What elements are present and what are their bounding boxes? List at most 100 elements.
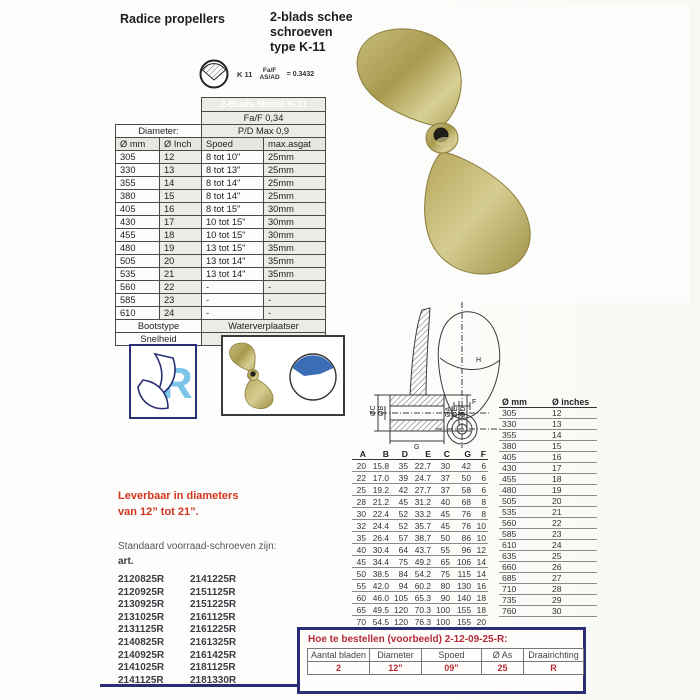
table-row: 430 17 xyxy=(499,462,597,474)
table-cell: 30mm xyxy=(262,215,327,229)
table-cell: 12 xyxy=(549,407,597,419)
table-cell: 45 xyxy=(433,507,452,520)
model-header: 2-Blads Model K-11 xyxy=(200,97,327,112)
product-title: 2-blads scheeps- schroeven type K-11 xyxy=(270,10,371,55)
table-row: 305 12 xyxy=(499,407,597,419)
dim-col-g: G xyxy=(452,449,473,460)
table-row: 330 13 8 tot 13" 25mm xyxy=(115,163,327,177)
diameter-row: Diameter: P/D Max 0,9 xyxy=(115,124,327,138)
table-cell: 25mm xyxy=(262,189,327,203)
table-row: 35 26.4 57 38.7 50 86 10 xyxy=(352,531,488,544)
table-cell: 76 xyxy=(452,519,473,532)
propeller-blade-upper xyxy=(356,28,462,128)
table-cell: 37 xyxy=(433,471,452,484)
table-cell: 685 xyxy=(499,572,549,584)
order-value-row: 2 12” 09” 25 R xyxy=(307,661,584,675)
table-cell: 105 xyxy=(391,591,410,604)
table-cell: 120 xyxy=(391,615,410,628)
art-number: 2161225R xyxy=(190,624,237,636)
table-row: 330 13 xyxy=(499,418,597,430)
table-cell: 40 xyxy=(433,495,452,508)
propeller-blade-lower xyxy=(424,151,531,275)
table-cell: 76 xyxy=(452,507,473,520)
table-row: 28 21.2 45 31.2 40 68 8 xyxy=(352,495,488,508)
table-row: 480 19 13 tot 15" 35mm xyxy=(115,241,327,255)
art-number: 2181330R xyxy=(190,674,237,686)
table-cell: 22 xyxy=(549,517,597,529)
blade-area-diagram xyxy=(288,352,337,401)
table-cell: - xyxy=(201,280,264,294)
table-cell: 30mm xyxy=(262,202,327,216)
table-row: 305 12 8 tot 10" 25mm xyxy=(115,150,327,164)
table-cell: 35mm xyxy=(262,241,327,255)
art-number: 2130925R xyxy=(118,599,165,611)
table-row: 25 19.2 42 27.7 37 58 6 xyxy=(352,483,488,496)
table-cell: 19.2 xyxy=(368,483,391,496)
table-cell: 505 xyxy=(499,495,549,507)
table-cell: - xyxy=(201,306,264,320)
table-row: 480 19 xyxy=(499,484,597,496)
table-cell: 18 xyxy=(473,603,488,616)
table-row: 760 30 xyxy=(499,605,597,617)
table-row: 50 38.5 84 54.2 75 115 14 xyxy=(352,567,488,580)
table-row: 40 30.4 64 43.7 55 96 12 xyxy=(352,543,488,556)
table-cell: 12 xyxy=(159,150,202,164)
table-row: 55 42.0 94 60.2 80 130 16 xyxy=(352,579,488,592)
art-number: 2120825R xyxy=(118,574,165,585)
table-cell: 10 tot 15" xyxy=(201,215,264,229)
table-cell: 30mm xyxy=(262,228,327,242)
table-cell: 18 xyxy=(159,228,202,242)
table-cell: 100 xyxy=(433,603,452,616)
table-row: 380 15 xyxy=(499,440,597,452)
table-row: 380 15 8 tot 14" 25mm xyxy=(115,189,327,203)
table-cell: 45 xyxy=(352,555,368,568)
table-cell: 355 xyxy=(115,176,160,190)
dim-col-f: F xyxy=(473,449,488,460)
art-number: 2131125R xyxy=(118,624,164,636)
table-cell: 18 xyxy=(473,591,488,604)
table-row: 355 14 8 tot 14" 25mm xyxy=(115,176,327,190)
table-cell: 13 xyxy=(159,163,202,177)
table-cell: 40 xyxy=(352,543,368,556)
table-cell: 75 xyxy=(433,567,452,580)
table-cell: 70 xyxy=(352,615,368,628)
blade-section-icon xyxy=(199,59,229,89)
table-row: 430 17 10 tot 15" 30mm xyxy=(115,215,327,229)
table-cell: 560 xyxy=(115,280,160,294)
table-cell: - xyxy=(262,293,327,307)
table-row: 405 16 xyxy=(499,451,597,463)
table-cell: 23 xyxy=(549,528,597,540)
table-cell: 535 xyxy=(499,506,549,518)
table-cell: 13 xyxy=(549,418,597,430)
table-cell: 37 xyxy=(433,483,452,496)
art-number: 2131025R xyxy=(118,611,165,623)
table-cell: 480 xyxy=(115,241,160,255)
table-cell: 65.3 xyxy=(410,591,433,604)
table-cell: 635 xyxy=(499,550,549,562)
diameter-header-row: Ø mm Ø inches xyxy=(499,397,597,408)
table-cell: 38.7 xyxy=(410,531,433,544)
dim-col-b: B xyxy=(368,449,391,460)
table-cell: 38.5 xyxy=(368,567,391,580)
table-cell: 45 xyxy=(433,519,452,532)
table-cell: 15 xyxy=(549,440,597,452)
radice-logo-icon: R xyxy=(137,352,193,410)
k11-fraction: Fa/F AS/AD xyxy=(259,67,279,81)
art-number: 2140925R xyxy=(118,649,165,661)
table-row: 635 25 xyxy=(499,550,597,562)
table-row: 20 15.8 35 22.7 30 42 6 xyxy=(352,459,488,472)
table-row: 355 14 xyxy=(499,429,597,441)
order-col-draairichting: Draairichting xyxy=(523,648,584,662)
table-row: 535 21 xyxy=(499,506,597,518)
dimension-table: A B D E C G F 20 15.8 35 22.7 30 42 6 22 17.0 39 2… xyxy=(352,449,488,628)
table-cell: 405 xyxy=(499,451,549,463)
table-row: 30 22.4 52 33.2 45 76 8 xyxy=(352,507,488,520)
dim-col-d: D xyxy=(391,449,410,460)
propeller-photo xyxy=(352,5,690,303)
table-cell: 25 xyxy=(549,550,597,562)
table-cell: 25 xyxy=(352,483,368,496)
table-cell: 19 xyxy=(549,484,597,496)
table-cell: 32 xyxy=(352,519,368,532)
table-cell: 24 xyxy=(549,539,597,551)
